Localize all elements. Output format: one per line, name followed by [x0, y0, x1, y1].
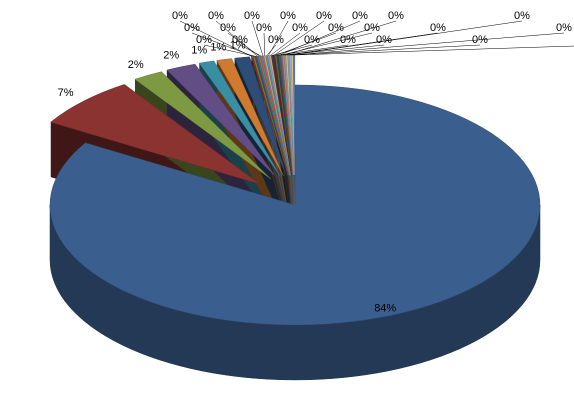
leader-line [286, 32, 439, 56]
slice [50, 84, 261, 185]
slice [258, 55, 290, 176]
leader-line [294, 45, 574, 56]
leader-line [292, 32, 565, 56]
slice [263, 55, 291, 176]
leader-line [191, 32, 254, 57]
data-label: 0% [232, 34, 248, 46]
data-label: 84% [374, 302, 396, 314]
data-label: 0% [268, 34, 284, 46]
slice [198, 60, 281, 177]
data-label: 0% [364, 22, 380, 34]
data-label: 2% [128, 59, 144, 71]
data-label: 0% [430, 22, 446, 34]
data-label: 0% [316, 10, 332, 22]
leader-line [270, 32, 301, 56]
data-label: 0% [292, 22, 308, 34]
data-label: 0% [388, 10, 404, 22]
data-label: 0% [208, 10, 224, 22]
leader-line [290, 20, 523, 56]
slice [134, 71, 272, 180]
leader-line [288, 44, 481, 56]
leader-line [268, 20, 289, 56]
data-label: 1% [191, 44, 207, 56]
labels: 84%7%2%2% 1% 1% 1%0%0%0%0%0%0%0%0%0%0%0%0%0… [58, 10, 574, 314]
slice [216, 58, 284, 177]
slice [261, 55, 290, 176]
data-label: 0% [514, 10, 530, 22]
slice [267, 55, 291, 176]
slice [234, 56, 287, 176]
data-label: 2% [163, 50, 179, 62]
slice [265, 55, 291, 176]
data-label: 0% [244, 10, 260, 22]
data-label: 1% [230, 40, 246, 52]
data-label: 0% [196, 34, 212, 46]
leader-line [273, 20, 325, 56]
data-label: 0% [376, 34, 392, 46]
leader-line [263, 32, 266, 56]
leader-line [251, 20, 264, 56]
data-label: 0% [256, 22, 272, 34]
data-label: 0% [184, 22, 200, 34]
leader-line [179, 20, 253, 57]
data-label: 1% [210, 42, 226, 54]
slice-tops [49, 54, 541, 326]
data-label: 0% [220, 22, 236, 34]
data-label: 0% [556, 22, 572, 34]
data-label: 0% [328, 22, 344, 34]
slice [49, 84, 541, 326]
data-label: 0% [172, 10, 188, 22]
data-label: 0% [352, 10, 368, 22]
data-label: 0% [280, 10, 296, 22]
leader-line [272, 44, 313, 56]
leader-line [203, 44, 256, 57]
data-label: 7% [58, 87, 74, 99]
leader-line [239, 44, 262, 57]
slice [166, 63, 277, 178]
leader-line [284, 20, 397, 56]
leader-line [279, 20, 361, 56]
